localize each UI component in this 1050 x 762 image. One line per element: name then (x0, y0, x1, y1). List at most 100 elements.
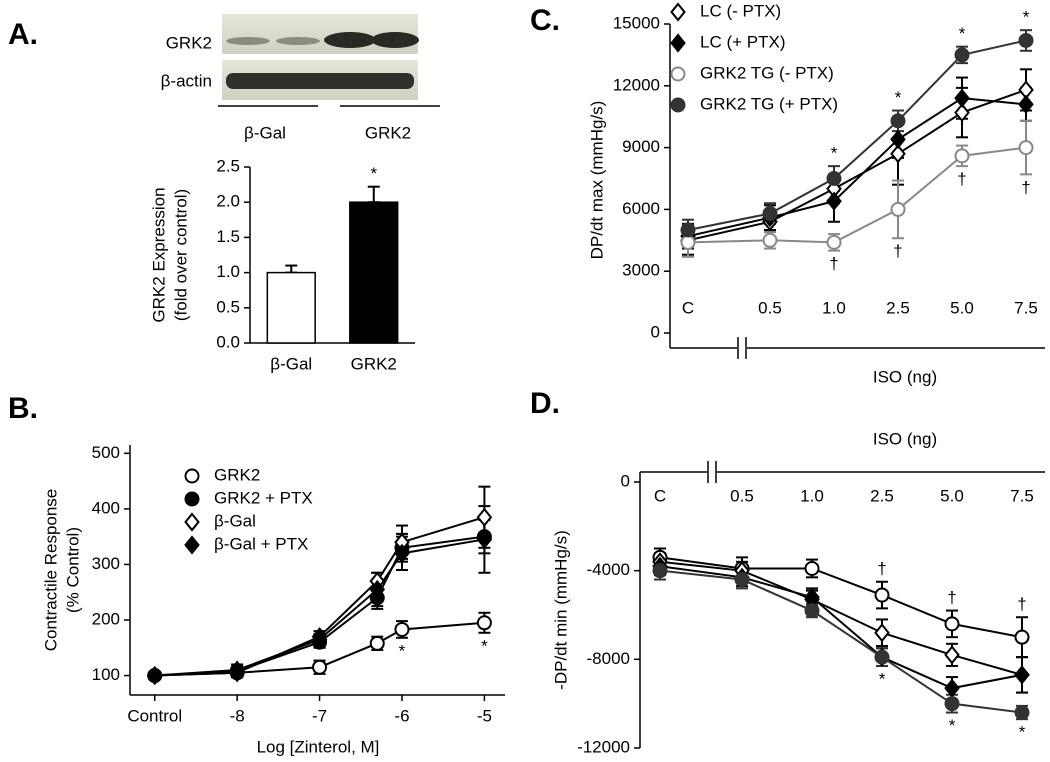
data-point (944, 696, 960, 712)
y-tick-label: 0.5 (216, 297, 240, 316)
point-label: † (1021, 178, 1030, 197)
bar (349, 201, 399, 344)
x-tick-label: 7.5 (1010, 486, 1034, 505)
legend-label: β-Gal (214, 511, 256, 530)
x-tick-label: GRK2 (351, 354, 397, 373)
data-point (762, 206, 778, 222)
y-tick-label: -12000 (577, 737, 630, 756)
data-point (874, 649, 890, 665)
y-axis-label: (fold over control) (171, 189, 190, 321)
legend-marker (670, 2, 686, 22)
data-point (652, 563, 668, 579)
data-point (312, 659, 328, 675)
data-point (680, 234, 696, 250)
data-point (394, 543, 410, 563)
data-point (954, 88, 970, 108)
y-tick-label: 2.0 (216, 192, 240, 211)
point-label: * (1019, 723, 1026, 742)
x-tick-label: Control (127, 706, 182, 725)
y-tick-label: 300 (92, 554, 120, 573)
data-point (369, 635, 385, 651)
y-tick-label: 400 (92, 498, 120, 517)
legend-marker (184, 535, 200, 555)
legend-marker (184, 491, 200, 507)
blot-band (324, 32, 376, 48)
x-tick-label: -6 (394, 706, 409, 725)
data-point (1018, 94, 1034, 114)
axis-break (707, 462, 717, 482)
point-label: * (1023, 8, 1030, 27)
data-point (944, 616, 960, 632)
data-point (804, 560, 820, 576)
point-label: * (831, 144, 838, 163)
legend-marker (184, 468, 200, 484)
data-point (826, 191, 842, 211)
point-label: * (370, 164, 377, 183)
series-line (154, 516, 485, 677)
data-point (954, 47, 970, 63)
x-tick-label: -7 (312, 706, 327, 725)
y-tick-label: 0 (651, 322, 660, 341)
panel-label: D. (530, 387, 560, 420)
point-label: † (893, 242, 902, 261)
data-point (890, 201, 906, 217)
legend-label: GRK2 + PTX (214, 488, 313, 507)
y-tick-label: 1.5 (216, 227, 240, 246)
blot-band (226, 37, 270, 45)
x-tick-label: 5.0 (940, 486, 964, 505)
data-point (890, 113, 906, 129)
point-label: * (481, 636, 488, 655)
y-tick-label: -8000 (587, 649, 630, 668)
panel-label: C. (530, 4, 560, 37)
data-point (954, 148, 970, 164)
y-tick-label: 6000 (622, 199, 660, 218)
data-point (944, 645, 960, 665)
series-line (154, 538, 485, 677)
data-point (311, 629, 328, 650)
data-point (944, 678, 960, 698)
legend-label: β-Gal + PTX (214, 534, 308, 553)
x-tick-label: -8 (230, 706, 245, 725)
western-blot: GRK2 β-actin β-Gal GRK2 (161, 14, 440, 142)
legend-label: LC (+ PTX) (700, 32, 786, 51)
legend-label: GRK2 TG (- PTX) (700, 63, 834, 82)
x-axis-label: Log [Zinterol, M] (257, 737, 380, 756)
y-tick-label: 200 (92, 609, 120, 628)
legend-marker (184, 512, 200, 532)
blot-row-label: β-actin (161, 71, 212, 90)
y-axis-label: Contractile Response (41, 489, 60, 652)
series-line (659, 565, 1023, 690)
data-point (369, 579, 386, 600)
data-point (874, 587, 890, 603)
y-tick-label: 0.0 (216, 332, 240, 351)
y-tick-label: -4000 (587, 560, 630, 579)
y-axis-label: DP/dt max (mmHg/s) (587, 101, 606, 260)
point-label: † (829, 254, 838, 273)
legend-marker (670, 97, 686, 113)
y-tick-label: 12000 (613, 75, 660, 94)
data-point (394, 621, 410, 637)
blot-band (276, 37, 320, 45)
blot-lane-label: GRK2 (365, 123, 411, 142)
x-tick-label: 2.5 (870, 486, 894, 505)
data-point (734, 572, 750, 588)
data-point (762, 232, 778, 248)
data-point (476, 615, 492, 631)
y-tick-label: 3000 (622, 261, 660, 280)
series-line (154, 535, 485, 677)
point-label: * (959, 24, 966, 43)
axis-break (737, 338, 747, 358)
data-point (890, 129, 906, 149)
data-point (1014, 665, 1030, 685)
y-axis-label: -DP/dt min (mmHg/s) (551, 530, 570, 690)
data-point (826, 234, 842, 250)
series-line (659, 556, 1023, 639)
x-tick-label: 2.5 (886, 298, 910, 317)
series-line (687, 97, 1027, 238)
x-tick-label: 7.5 (1014, 298, 1038, 317)
x-tick-label: β-Gal (270, 354, 312, 373)
data-point (890, 144, 906, 164)
blot-band (371, 32, 419, 48)
data-point (476, 529, 493, 550)
data-point (1018, 140, 1034, 156)
